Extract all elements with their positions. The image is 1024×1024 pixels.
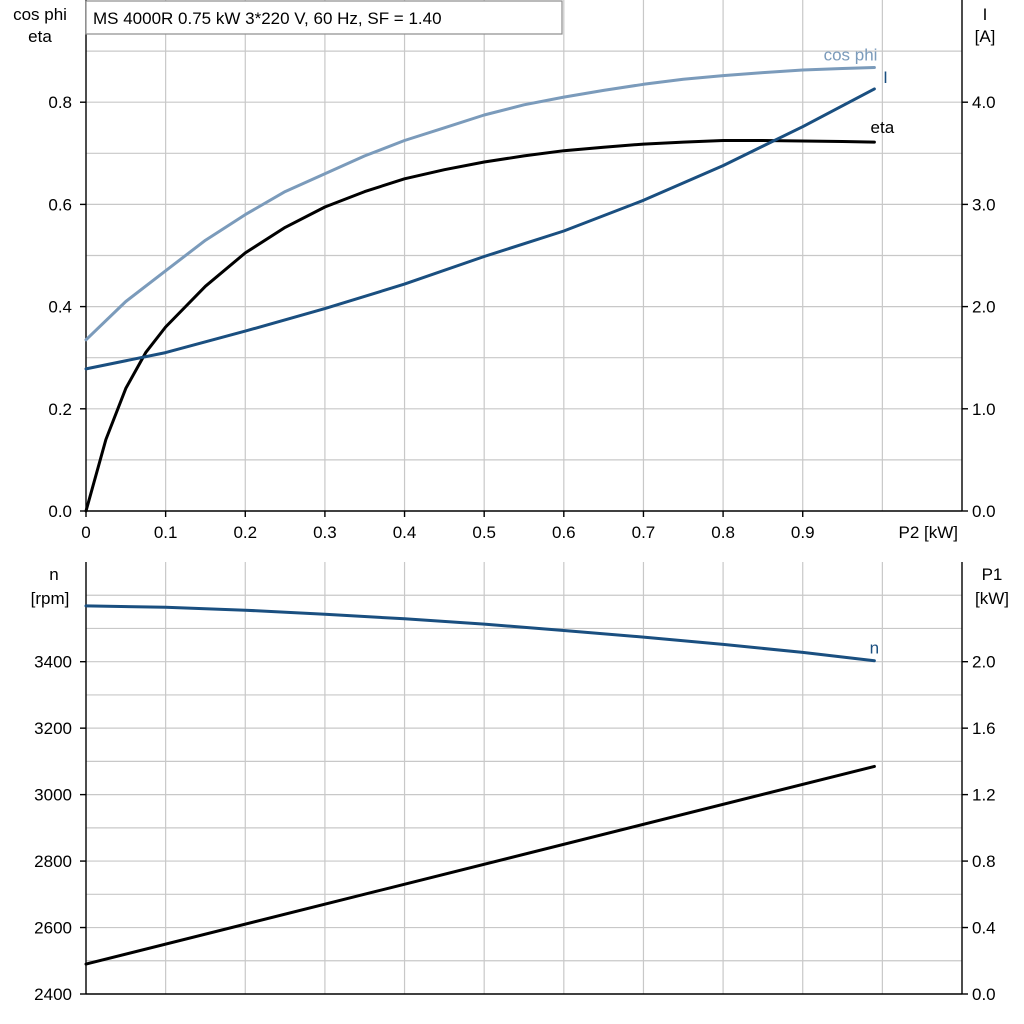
right-tick-label: 0.0 (972, 502, 996, 521)
series-line (84, 87, 876, 371)
x-tick-label: 0.5 (472, 523, 496, 542)
right-tick-label: 0.8 (972, 852, 996, 871)
series-line (84, 604, 876, 663)
chart-title-box (85, 0, 563, 35)
left-tick-label: 0.6 (48, 195, 72, 214)
right-axis-title: [kW] (975, 589, 1009, 608)
left-tick-label: 3000 (34, 786, 72, 805)
left-axis-title: n (49, 565, 58, 584)
right-axis-title: I (983, 5, 988, 24)
series-label-cos-phi: cos phi (824, 45, 878, 64)
x-tick-label: 0.4 (393, 523, 417, 542)
x-tick-label: 0.8 (711, 523, 735, 542)
series-line (84, 66, 876, 342)
left-tick-label: 3200 (34, 719, 72, 738)
right-axis-title: [A] (975, 27, 996, 46)
chart-title: MS 4000R 0.75 kW 3*220 V, 60 Hz, SF = 1.… (93, 9, 442, 28)
right-tick-label: 1.2 (972, 786, 996, 805)
left-tick-label: 2800 (34, 852, 72, 871)
x-tick-label: 0.1 (154, 523, 178, 542)
left-axis-title: eta (28, 27, 52, 46)
upper-panel (80, 0, 968, 517)
left-axis-title: cos phi (13, 5, 67, 24)
right-tick-label: 4.0 (972, 93, 996, 112)
left-tick-label: 0.0 (48, 502, 72, 521)
x-tick-label: 0.7 (632, 523, 656, 542)
left-tick-label: 0.8 (48, 93, 72, 112)
left-tick-label: 0.4 (48, 298, 72, 317)
right-tick-label: 1.6 (972, 719, 996, 738)
series-label-n: n (870, 639, 879, 658)
series-line (84, 764, 876, 966)
left-tick-label: 2400 (34, 985, 72, 1004)
series-label-i: I (883, 68, 888, 87)
x-tick-label: 0.9 (791, 523, 815, 542)
left-tick-label: 2600 (34, 919, 72, 938)
lower-panel (80, 562, 968, 995)
x-axis-label: P2 [kW] (898, 523, 958, 542)
series-label-eta: eta (871, 118, 895, 137)
right-axis-title: P1 (982, 565, 1003, 584)
right-tick-label: 3.0 (972, 195, 996, 214)
left-tick-label: 3400 (34, 653, 72, 672)
x-tick-label: 0.3 (313, 523, 337, 542)
x-tick-label: 0.2 (233, 523, 257, 542)
right-tick-label: 1.0 (972, 400, 996, 419)
x-tick-label: 0 (81, 523, 90, 542)
left-tick-label: 0.2 (48, 400, 72, 419)
left-axis-title: [rpm] (31, 589, 70, 608)
series-line (84, 139, 876, 513)
right-tick-label: 0.4 (972, 919, 996, 938)
right-tick-label: 0.0 (972, 985, 996, 1004)
x-tick-label: 0.6 (552, 523, 576, 542)
right-tick-label: 2.0 (972, 298, 996, 317)
right-tick-label: 2.0 (972, 653, 996, 672)
